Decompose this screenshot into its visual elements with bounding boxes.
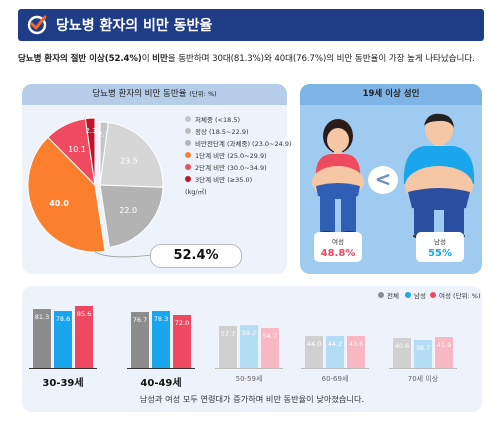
bar-group-baseline — [127, 368, 195, 369]
bar — [261, 328, 279, 368]
bar-legend-unit: (단위: %) — [453, 292, 481, 300]
legend-dot-icon — [185, 176, 191, 182]
pie-legend-label: 비만전단계 (과체중) (23.0~24.9) — [195, 140, 292, 148]
page-title: 당뇨병 환자의 비만 동반율 — [56, 18, 213, 34]
pie-card-header: 당뇨병 환자의 비만 동반율 (단위: %) — [22, 84, 287, 105]
bar-value-label: 57.7 — [220, 329, 236, 338]
bar-value-label: 41.9 — [436, 341, 452, 350]
bar-legend-total-label: 전체 — [387, 292, 399, 300]
bar-legend-male: 남성 — [405, 290, 426, 300]
legend-dot-icon — [185, 152, 191, 158]
subtitle-bold2: 비만 — [152, 54, 168, 64]
bar-value-label: 43.6 — [348, 340, 364, 349]
bar — [393, 338, 411, 368]
figures-illustration — [312, 113, 475, 239]
title-bar: 당뇨병 환자의 비만 동반율 — [18, 9, 484, 41]
male-dot-icon — [405, 292, 411, 298]
bar-category-label: 60-69세 — [321, 375, 349, 383]
bar-value-label: 54.7 — [262, 332, 278, 341]
pie-legend-label: 1단계 비만 (25.0~29.9) — [195, 152, 267, 160]
female-rate-value: 48.8% — [320, 248, 356, 259]
legend-dot-icon — [185, 128, 191, 134]
subtitle: 당뇨병 환자의 절반 이상(52.4%)이 비만을 동반하며 30대(81.3%… — [18, 52, 488, 64]
subtitle-bold: 당뇨병 환자의 절반 이상(52.4%) — [18, 54, 142, 64]
female-rate-badge: 여성 48.8% — [314, 232, 362, 262]
total-dot-icon — [378, 292, 384, 298]
pie-legend-item: 정상 (18.5~22.9) — [185, 125, 292, 137]
bar — [326, 335, 344, 368]
bar-chart-note: 남성과 여성 모두 연령대가 증가하며 비만 동반율이 낮아졌습니다. — [139, 394, 365, 404]
pie-legend-item: 비만전단계 (과체중) (23.0~24.9) — [185, 137, 292, 149]
bar — [152, 310, 170, 368]
subtitle-rest: 을 동반하며 30대(81.3%)와 40대(76.7%)의 비만 동반율이 가… — [167, 54, 475, 64]
pie-legend-label: 2단계 비만 (30.0~34.9) — [195, 164, 267, 172]
bar-category-label: 40-49세 — [140, 378, 182, 389]
legend-dot-icon — [185, 116, 191, 122]
male-figure-icon — [403, 113, 475, 239]
less-than-comparator: < — [368, 166, 398, 194]
bar-legend-female-label: 여성 — [439, 292, 451, 300]
bar-group-baseline — [215, 368, 283, 369]
bar — [75, 305, 93, 368]
bar-category-label: 50-59세 — [235, 375, 263, 383]
bar — [347, 336, 365, 368]
bar-group-baseline — [389, 368, 457, 369]
bar-group-baseline — [29, 368, 97, 369]
bar-legend-male-label: 남성 — [414, 292, 426, 300]
pie-legend-label: 정상 (18.5~22.9) — [195, 128, 249, 136]
bar-value-label: 78.3 — [153, 314, 169, 323]
bar-legend-female: 여성 (단위: %) — [430, 290, 481, 300]
bar — [305, 335, 323, 368]
male-rate-value: 55% — [428, 248, 452, 259]
bar-value-label: 40.6 — [394, 342, 410, 351]
bar — [33, 308, 51, 368]
bar-value-label: 78.6 — [55, 314, 71, 323]
legend-dot-icon — [185, 164, 191, 170]
bar-category-label: 70세 이상 — [407, 375, 439, 383]
female-dot-icon — [430, 292, 436, 298]
pie-legend-item: 1단계 비만 (25.0~29.9) — [185, 149, 292, 161]
adult-card-title: 19세 이상 성인 — [300, 84, 482, 105]
pie-legend-item: 2단계 비만 (30.0~34.9) — [185, 161, 292, 173]
pie-card-title: 당뇨병 환자의 비만 동반율 — [92, 89, 187, 99]
pie-legend-unit: (kg/㎡) — [185, 188, 207, 196]
bar-value-label: 59.2 — [241, 328, 257, 337]
pie-legend-label: 3단계 비만 (≥35.0) — [195, 176, 253, 184]
male-rate-badge: 남성 55% — [416, 232, 464, 262]
female-rate-label: 여성 — [332, 238, 344, 246]
bar-category-label: 30-39세 — [42, 378, 84, 389]
male-rate-label: 남성 — [434, 238, 446, 246]
pie-legend-item: 3단계 비만 (≥35.0) — [185, 173, 292, 185]
bar — [435, 337, 453, 368]
bar-group-baseline — [301, 368, 369, 369]
bar-value-label: 72.0 — [174, 319, 190, 328]
obesity-total-callout: 52.4% — [150, 244, 242, 268]
pie-legend-label: 저체중 (<18.5) — [195, 116, 240, 124]
bar — [131, 312, 149, 368]
bar-value-label: 44.2 — [327, 339, 343, 348]
bar — [219, 325, 237, 368]
bar — [173, 315, 191, 368]
bar-legend-total: 전체 — [378, 290, 399, 300]
bar-value-label: 76.7 — [132, 316, 148, 324]
bar-value-label: 38.7 — [415, 343, 431, 352]
bar — [240, 324, 258, 368]
bar — [414, 339, 432, 368]
bar-value-label: 44.0 — [306, 339, 322, 348]
pie-card-unit: (단위: %) — [189, 90, 217, 98]
bar — [54, 310, 72, 368]
pie-legend-item: 저체중 (<18.5) — [185, 113, 292, 125]
bar-value-label: 81.3 — [34, 312, 50, 321]
female-figure-icon — [312, 119, 364, 237]
bar-value-label: 85.6 — [76, 309, 92, 318]
check-badge-icon — [27, 15, 47, 35]
pie-legend: 저체중 (<18.5) 정상 (18.5~22.9) 비만전단계 (과체중) (23… — [185, 113, 292, 196]
legend-dot-icon — [185, 140, 191, 146]
subtitle-mid: 이 — [141, 54, 153, 64]
